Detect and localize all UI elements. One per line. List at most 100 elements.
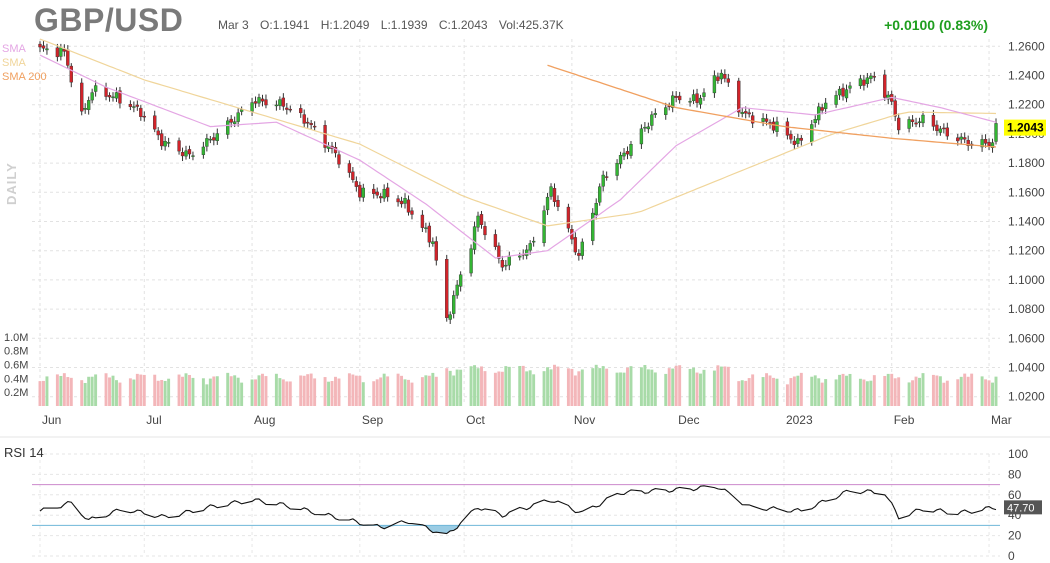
candle-body [111,96,115,99]
candle [205,133,209,152]
volume-bar [87,376,91,406]
candle [622,148,626,161]
readout-volume: Vol:425.37K [498,18,564,32]
candle-body [931,114,936,127]
candle-body [531,240,536,243]
volume-bar [361,382,365,406]
candle [260,94,265,107]
volume-bar [42,380,45,406]
rsi-oversold-fill [40,525,996,534]
candle [653,108,657,118]
candle-body [354,181,359,187]
candle [274,100,279,111]
candle-body [910,119,915,122]
candle [427,222,432,248]
price-tick-label: 1.2200 [1008,98,1045,112]
candle [264,94,268,109]
legend-sma-200[interactable]: SMA 200 [2,71,47,83]
volume-bar [942,382,946,406]
candle-body [312,125,317,128]
legend-sma-short[interactable]: SMA [2,43,26,55]
volume-bar [692,367,696,406]
volume-bar [386,376,390,406]
candle [41,41,46,52]
candle [302,109,306,128]
candle [695,88,699,108]
candle [347,160,352,178]
candle-body [493,234,498,247]
candle [500,255,505,272]
candle [702,88,706,101]
volume-bar [862,379,866,406]
last-price-tag [1004,119,1046,136]
candle [257,93,261,107]
candle [281,93,286,111]
volume-bar [455,369,459,406]
candle-body [507,255,511,266]
candle [987,138,991,151]
volume-bar [518,366,522,406]
candle-body [229,118,233,123]
candle-body [59,47,63,57]
rsi-tick-label: 20 [1008,529,1022,543]
candle [966,135,970,151]
volume-bar [299,375,303,406]
candle [618,151,623,169]
candle-body [771,121,776,131]
candle [448,311,452,324]
candle-body [545,196,550,211]
candle-body [764,118,769,122]
candle [354,176,359,192]
candle [379,193,383,204]
volume-bar [945,380,949,406]
candle-body [604,176,609,178]
candle-body [479,214,484,225]
candle [674,91,678,103]
candle-body [740,112,744,115]
candle [187,145,192,159]
candle [834,90,838,108]
candle-body [956,137,960,142]
candle [604,171,609,181]
candle-body [153,115,157,130]
candle-body [323,125,327,148]
time-tick-label: 2023 [786,413,813,427]
volume-bar [424,375,428,406]
sma-200-line [547,64,997,148]
legend-sma-mid[interactable]: SMA [2,57,26,69]
candle-body [625,151,630,155]
volume-bar [469,366,473,406]
candle-body [653,113,657,115]
candle-body [566,206,571,229]
candle-body [420,214,425,228]
volume-bar [761,377,765,406]
volume-bar [671,368,675,406]
candle [309,120,313,130]
candle [410,207,414,220]
volume-bar [646,369,650,406]
candle-body [893,100,897,117]
candle [62,44,67,57]
volume-bar [643,364,647,406]
time-tick-label: Aug [254,413,275,427]
volume-bar [813,375,817,406]
candle-body [865,77,870,84]
volume-bar [931,374,935,406]
candle-body [180,152,185,157]
volume-bar [250,379,254,406]
candle-body [257,97,261,104]
candle-body [406,199,411,213]
candle-body [38,43,42,48]
candle [994,118,998,145]
price-tick-label: 1.0400 [1008,361,1045,375]
legend-sma-short-label: SMA [2,43,26,55]
volume-bar [810,376,814,406]
candle [285,102,289,115]
candle-body [399,200,404,205]
volume-tick-label: 1.0M [4,332,28,344]
candle-body [750,115,755,124]
candle [775,116,779,137]
volume-bar [153,374,157,406]
candle [114,87,119,102]
